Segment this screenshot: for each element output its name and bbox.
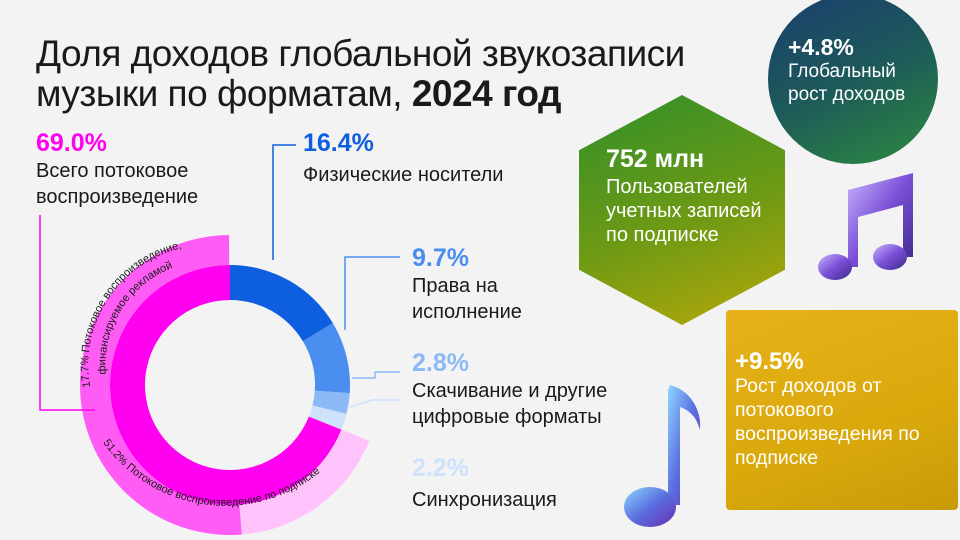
text-physical: Физические носители: [303, 164, 504, 186]
connector-downloads: [352, 371, 400, 379]
text-performance-2: исполнение: [412, 301, 522, 323]
label-sync: 2.2% Синхронизация: [412, 453, 632, 513]
outer-ring-segments: [110, 265, 350, 506]
subscribers-text: Пользователей учетных записей по подписк…: [606, 176, 762, 246]
subscription-growth-stat-box: +9.5% Рост доходов от потокового воспрои…: [726, 310, 958, 510]
subscribers-value: 752 млн: [606, 145, 705, 173]
label-performance: 9.7% Права на исполнение: [412, 243, 612, 325]
label-physical: 16.4% Физические носители: [303, 128, 583, 188]
subscription-growth-value: +9.5%: [735, 348, 804, 375]
label-downloads: 2.8% Скачивание и другие цифровые формат…: [412, 348, 672, 430]
music-note-double-icon: [818, 173, 913, 280]
text-streaming-total-1: Всего потоковое: [36, 160, 189, 182]
pct-performance: 9.7%: [412, 244, 469, 272]
pct-streaming-total: 69.0%: [36, 129, 107, 157]
global-growth-value: +4.8%: [788, 34, 854, 60]
segment-синхронизация: [308, 405, 347, 430]
segment-скачивание-и-другие-цифровые-форматы: [312, 390, 350, 414]
label-streaming-total: 69.0% Всего потоковое воспроизведение: [36, 128, 266, 210]
text-performance-1: Права на: [412, 275, 498, 297]
text-downloads-1: Скачивание и другие: [412, 380, 608, 402]
title-line-2-regular: музыки по форматам,: [36, 73, 412, 114]
global-growth-stat-circle: +4.8% Глобальный рост доходов: [768, 0, 938, 164]
connector-physical: [272, 144, 296, 260]
subscribers-stat-hexagon: 752 млн Пользователей учетных записей по…: [579, 95, 785, 325]
text-sync: Синхронизация: [412, 489, 557, 511]
subscription-growth-text: Рост доходов от потокового воспроизведен…: [735, 375, 920, 469]
segment-всего-потоковое-воспроизведение: [110, 265, 342, 506]
global-growth-text: Глобальный рост доходов: [788, 61, 906, 105]
connector-streaming: [39, 215, 95, 411]
title-line-1: Доля доходов глобальной звукозаписи: [36, 33, 685, 74]
pct-physical: 16.4%: [303, 129, 374, 157]
pct-downloads: 2.8%: [412, 349, 469, 377]
segment-права-на-исполнение: [302, 323, 350, 394]
music-note-single-icon: [624, 385, 701, 527]
text-downloads-2: цифровые форматы: [412, 406, 602, 428]
page-title: Доля доходов глобальной звукозаписи музы…: [36, 34, 716, 114]
connector-sync: [349, 399, 400, 408]
connector-performance: [344, 256, 400, 330]
segment-физические-носители: [230, 265, 333, 342]
pct-sync: 2.2%: [412, 454, 469, 482]
subsegment-потоковое-воспроизведение,-финансируемое-рекламой: [239, 429, 370, 535]
title-year: 2024 год: [411, 73, 562, 114]
inner-ring-segments: [80, 235, 370, 535]
title-line-2: музыки по форматам, 2024 год: [36, 74, 716, 114]
text-streaming-total-2: воспроизведение: [36, 186, 199, 208]
subsegment-потоковое-воспроизведение-по-подписке: [80, 235, 242, 535]
